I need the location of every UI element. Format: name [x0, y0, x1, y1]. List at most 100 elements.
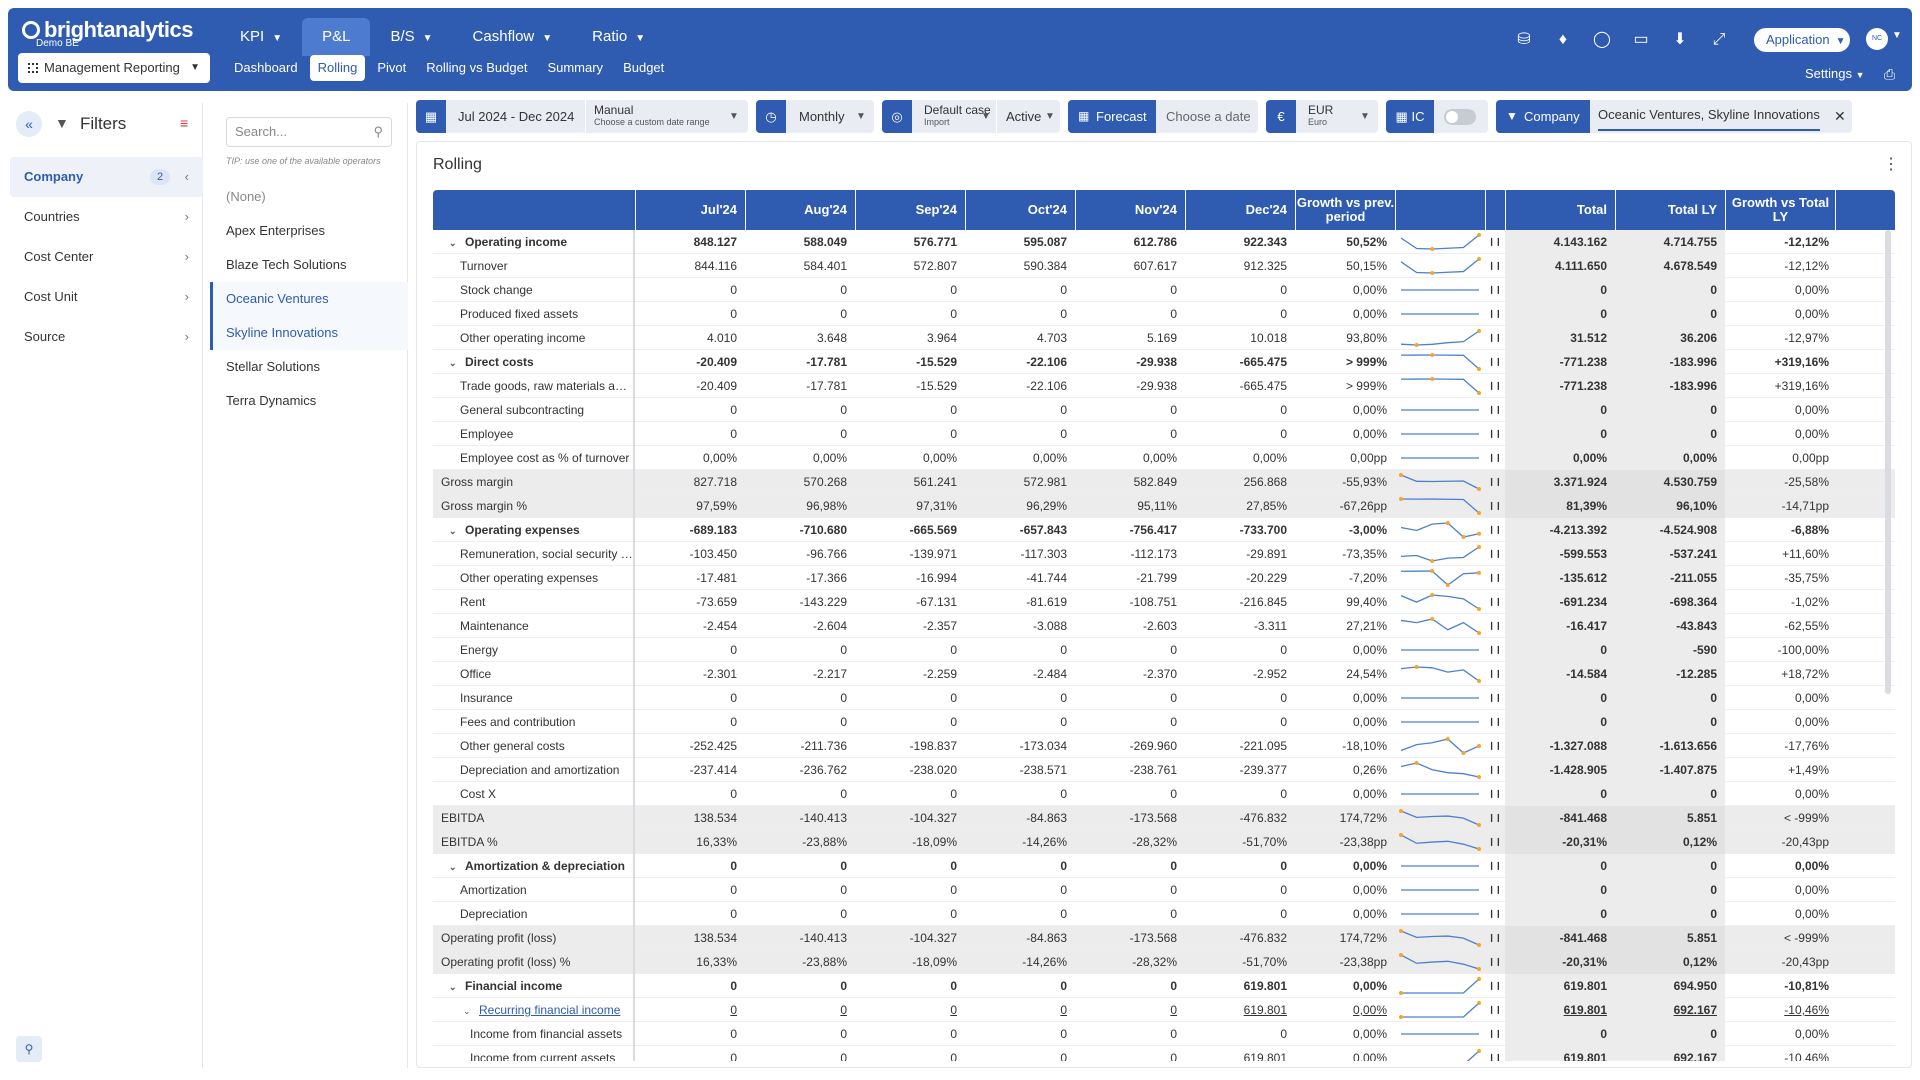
- download-icon[interactable]: ⬇: [1673, 31, 1687, 48]
- column-header[interactable]: Total LY: [1615, 190, 1725, 230]
- bar-chart-icon[interactable]: ❙❙: [1488, 741, 1502, 750]
- bar-chart-icon[interactable]: ❙❙: [1488, 501, 1502, 510]
- bar-chart-icon[interactable]: ❙❙: [1488, 645, 1502, 654]
- status-value[interactable]: Active: [1006, 109, 1042, 124]
- clear-filters-icon[interactable]: ≡: [180, 115, 189, 131]
- bar-chart-icon[interactable]: ❙❙: [1488, 573, 1502, 582]
- nav-tab-pl[interactable]: P&L: [302, 18, 371, 56]
- bar-chart-icon[interactable]: ❙❙: [1488, 429, 1502, 438]
- currency-selector[interactable]: € EUR Euro ▼: [1266, 100, 1378, 133]
- value-item[interactable]: Terra Dynamics: [226, 393, 317, 408]
- column-header[interactable]: Sep'24: [855, 190, 965, 230]
- row-label[interactable]: ⌄ Direct costs: [433, 350, 635, 374]
- forecast-selector[interactable]: Forecast ▦ Choose a date: [1068, 100, 1258, 133]
- chevron-down-icon[interactable]: ⌄: [449, 238, 457, 248]
- bar-chart-icon[interactable]: ❙❙: [1488, 285, 1502, 294]
- chat-icon[interactable]: ◯: [1593, 31, 1611, 48]
- bar-chart-icon[interactable]: ❙❙: [1488, 813, 1502, 822]
- search-input[interactable]: Search... ⚲: [226, 117, 392, 147]
- bar-chart-icon[interactable]: ❙❙: [1488, 357, 1502, 366]
- chevron-down-icon[interactable]: ⌄: [449, 862, 457, 872]
- chevron-down-icon[interactable]: ⌄: [449, 526, 457, 536]
- close-icon[interactable]: ✕: [1834, 108, 1846, 124]
- bar-chart-icon[interactable]: ❙❙: [1488, 405, 1502, 414]
- bar-chart-icon[interactable]: ❙❙: [1488, 261, 1502, 270]
- compress-icon[interactable]: ⤢: [1712, 31, 1726, 48]
- subnav-dashboard[interactable]: Dashboard: [234, 60, 298, 75]
- value-item[interactable]: Skyline Innovations: [210, 316, 408, 350]
- filter-item-company[interactable]: Company 2 ‹: [10, 157, 203, 197]
- settings-button[interactable]: Settings ▼: [1805, 66, 1865, 81]
- column-header[interactable]: Jul'24: [635, 190, 745, 230]
- bar-chart-icon[interactable]: ❙❙: [1488, 597, 1502, 606]
- row-label[interactable]: ⌄ Operating expenses: [433, 518, 635, 542]
- collapse-icon[interactable]: «: [16, 111, 42, 137]
- row-label[interactable]: ⌄ Recurring financial income: [433, 998, 635, 1022]
- range-mode[interactable]: Manual Choose a custom date range: [594, 103, 710, 127]
- subnav-rolling-vs-budget[interactable]: Rolling vs Budget: [426, 60, 528, 75]
- bar-chart-icon[interactable]: ❙❙: [1488, 1053, 1502, 1061]
- application-button[interactable]: Application ▼: [1754, 28, 1850, 52]
- column-header[interactable]: Nov'24: [1075, 190, 1185, 230]
- bar-chart-icon[interactable]: ❙❙: [1488, 549, 1502, 558]
- value-item[interactable]: Oceanic Ventures: [210, 282, 408, 316]
- bar-chart-icon[interactable]: ❙❙: [1488, 669, 1502, 678]
- bar-chart-icon[interactable]: ❙❙: [1488, 237, 1502, 246]
- filter-item-cost-unit[interactable]: Cost Unit ›: [10, 277, 203, 317]
- column-header[interactable]: Growth vs Total LY: [1725, 190, 1835, 230]
- management-reporting-select[interactable]: Management Reporting ▼: [18, 53, 210, 83]
- print-icon[interactable]: ⎙: [1884, 66, 1896, 82]
- nav-tab-bs[interactable]: B/S ▼: [370, 18, 452, 56]
- scenario-selector[interactable]: ◎ Default case Import ▼ Active ▼: [882, 100, 1060, 133]
- bar-chart-icon[interactable]: ❙❙: [1488, 909, 1502, 918]
- nav-tab-kpi[interactable]: KPI ▼: [220, 18, 302, 56]
- subnav-rolling[interactable]: Rolling: [309, 55, 366, 81]
- bar-chart-icon[interactable]: ❙❙: [1488, 1029, 1502, 1038]
- forecast-date[interactable]: Choose a date: [1166, 109, 1251, 124]
- subnav-budget[interactable]: Budget: [623, 60, 665, 75]
- row-label[interactable]: ⌄ Amortization & depreciation: [433, 854, 635, 878]
- bell-icon[interactable]: ♦: [1558, 31, 1568, 48]
- bar-chart-icon[interactable]: ❙❙: [1488, 381, 1502, 390]
- frequency-selector[interactable]: ◷ Monthly ▼: [756, 100, 874, 133]
- nav-tab-cashflow[interactable]: Cashflow ▼: [453, 18, 573, 56]
- database-icon[interactable]: ⛁: [1517, 31, 1531, 48]
- value-item[interactable]: (None): [226, 189, 266, 204]
- bar-chart-icon[interactable]: ❙❙: [1488, 621, 1502, 630]
- bar-chart-icon[interactable]: ❙❙: [1488, 717, 1502, 726]
- bar-chart-icon[interactable]: ❙❙: [1488, 861, 1502, 870]
- bar-chart-icon[interactable]: ❙❙: [1488, 477, 1502, 486]
- row-label[interactable]: ⌄ Financial income: [433, 974, 635, 998]
- bar-chart-icon[interactable]: ❙❙: [1488, 789, 1502, 798]
- avatar[interactable]: NC: [1866, 28, 1888, 50]
- chevron-down-icon[interactable]: ▼: [1892, 30, 1902, 41]
- bar-chart-icon[interactable]: ❙❙: [1488, 957, 1502, 966]
- bar-chart-icon[interactable]: ❙❙: [1488, 981, 1502, 990]
- filter-item-source[interactable]: Source ›: [10, 317, 203, 357]
- column-header[interactable]: Total: [1505, 190, 1615, 230]
- bar-chart-icon[interactable]: ❙❙: [1488, 765, 1502, 774]
- chevron-down-icon[interactable]: ⌄: [463, 1006, 471, 1016]
- more-vertical-icon[interactable]: ⋮: [1883, 156, 1899, 173]
- bar-chart-icon[interactable]: ❙❙: [1488, 309, 1502, 318]
- chevron-down-icon[interactable]: ⌄: [449, 982, 457, 992]
- column-header[interactable]: [1485, 190, 1505, 230]
- ic-toggle[interactable]: [1444, 109, 1476, 125]
- bar-chart-icon[interactable]: ❙❙: [1488, 453, 1502, 462]
- vertical-scrollbar[interactable]: [1885, 230, 1891, 694]
- column-header[interactable]: Aug'24: [745, 190, 855, 230]
- subnav-pivot[interactable]: Pivot: [377, 60, 407, 75]
- bar-chart-icon[interactable]: ❙❙: [1488, 525, 1502, 534]
- row-label[interactable]: ⌄ Operating income: [433, 230, 635, 254]
- filter-item-countries[interactable]: Countries ›: [10, 197, 203, 237]
- chevron-down-icon[interactable]: ⌄: [449, 358, 457, 368]
- value-item[interactable]: Blaze Tech Solutions: [226, 257, 347, 272]
- filter-item-cost-center[interactable]: Cost Center ›: [10, 237, 203, 277]
- card-icon[interactable]: ▭: [1633, 31, 1649, 48]
- bar-chart-icon[interactable]: ❙❙: [1488, 837, 1502, 846]
- period-selector[interactable]: ▦ Jul 2024 - Dec 2024 Manual Choose a cus…: [416, 100, 748, 133]
- bar-chart-icon[interactable]: ❙❙: [1488, 933, 1502, 942]
- bar-chart-icon[interactable]: ❙❙: [1488, 885, 1502, 894]
- filter-settings-icon[interactable]: ⚲: [16, 1036, 42, 1062]
- bar-chart-icon[interactable]: ❙❙: [1488, 333, 1502, 342]
